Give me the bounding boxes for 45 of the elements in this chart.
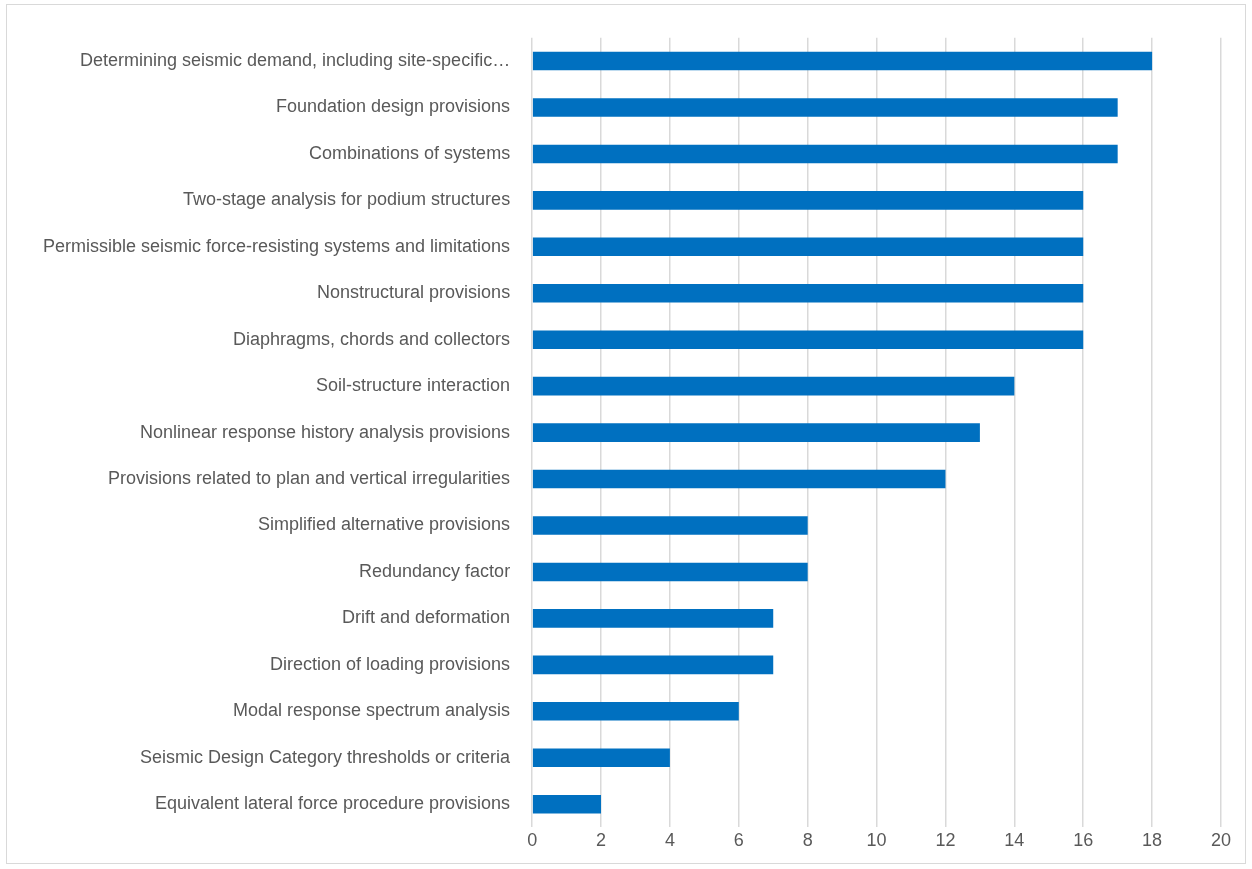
bar xyxy=(532,423,980,442)
x-tick-label: 20 xyxy=(1210,830,1232,851)
y-tick-label: Direction of loading provisions xyxy=(269,653,511,674)
y-tick-label: Redundancy factor xyxy=(359,560,511,581)
y-tick-label: Nonlinear response history analysis provisions xyxy=(139,421,511,442)
y-tick-label: Seismic Design Category thresholds or criteria xyxy=(139,746,512,767)
y-tick-label: Determining seismic demand, including site-specific… xyxy=(79,49,511,70)
bar xyxy=(532,609,774,628)
x-tick-label: 12 xyxy=(935,830,956,851)
x-tick-label: 0 xyxy=(527,830,538,851)
y-tick-label: Permissible seismic force-resisting systems and limitations xyxy=(42,235,511,256)
x-tick-label: 16 xyxy=(1073,830,1094,851)
x-tick-label: 10 xyxy=(866,830,887,851)
bar xyxy=(532,655,774,675)
bar xyxy=(532,748,670,768)
bar xyxy=(532,469,946,489)
y-tick-label: Provisions related to plan and vertical irregularities xyxy=(107,468,511,489)
y-tick-label: Two-stage analysis for podium structures xyxy=(182,189,511,210)
y-tick-label: Simplified alternative provisions xyxy=(258,514,511,535)
x-tick-label: 8 xyxy=(802,830,813,851)
x-tick-label: 4 xyxy=(664,830,675,851)
x-tick-label: 6 xyxy=(733,830,744,851)
bar xyxy=(532,794,602,814)
bar xyxy=(532,376,1015,396)
x-tick-label: 2 xyxy=(596,830,607,851)
bar xyxy=(532,562,808,582)
y-tick-label: Foundation design provisions xyxy=(275,96,511,117)
bar xyxy=(532,191,1084,210)
bar xyxy=(532,283,1084,303)
y-tick-label: Drift and deformation xyxy=(342,607,511,628)
bar xyxy=(532,237,1084,257)
bar xyxy=(532,330,1084,349)
y-tick-label: Equivalent lateral force procedure provisions xyxy=(154,793,511,814)
x-tick-label: 14 xyxy=(1004,830,1025,851)
y-tick-label: Diaphragms, chords and collectors xyxy=(232,328,511,349)
bar xyxy=(532,701,739,721)
y-tick-label: Soil-structure interaction xyxy=(316,375,511,396)
bar xyxy=(532,516,808,535)
x-tick-label: 18 xyxy=(1142,830,1163,851)
y-tick-label: Nonstructural provisions xyxy=(317,282,511,303)
y-tick-label: Combinations of systems xyxy=(309,142,511,163)
y-tick-label: Modal response spectrum analysis xyxy=(232,700,511,721)
bar xyxy=(532,51,1153,71)
bar xyxy=(532,98,1118,117)
bar xyxy=(532,144,1118,164)
